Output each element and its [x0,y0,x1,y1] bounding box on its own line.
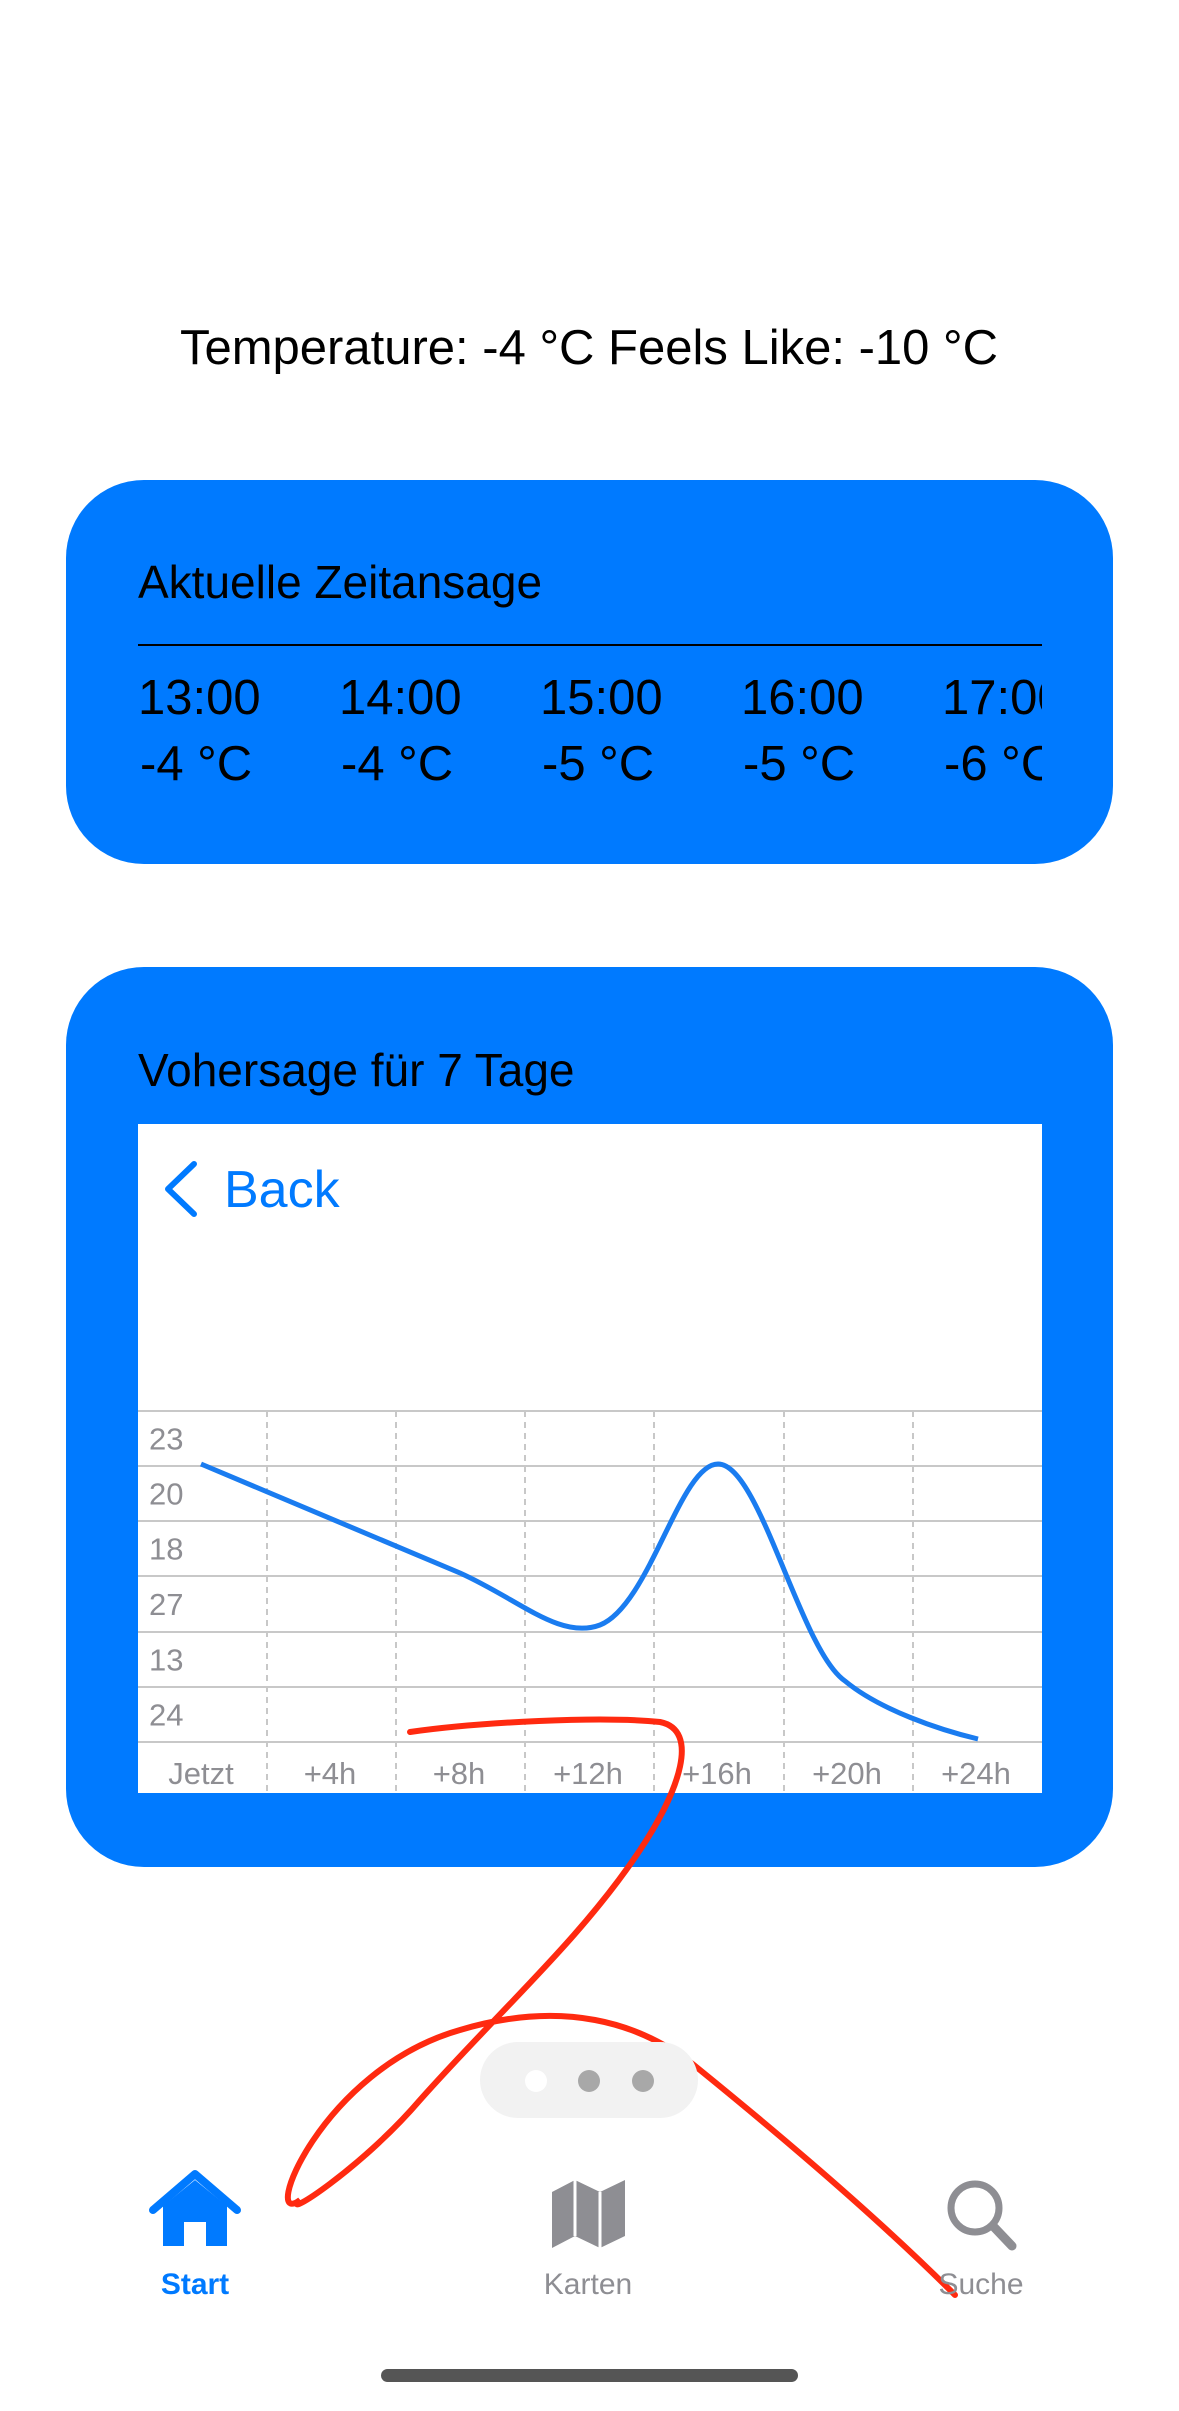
x-label: +24h [941,1756,1011,1791]
x-label: +8h [433,1756,486,1791]
hourly-title: Aktuelle Zeitansage [138,556,542,608]
hour-time: 14:00 [339,671,462,725]
tab-label[interactable]: Start [161,2268,229,2301]
x-label: +16h [682,1756,752,1791]
tab-label[interactable]: Karten [544,2268,632,2301]
x-label: Jetzt [168,1756,234,1791]
chart-panel [138,1124,1042,1793]
page-dot[interactable] [632,2070,654,2092]
hour-time: 15:00 [540,671,663,725]
page-dot[interactable] [578,2070,600,2092]
temperature-line: Temperature: -4 °C Feels Like: -10 °C [180,321,998,375]
y-label: 27 [149,1587,183,1622]
forecast-line [200,1461,979,1742]
page-dot[interactable] [525,2070,547,2092]
hourly-list: 13:00 -4 °C 14:00 -4 °C 15:00 -5 °C 16:00 -5 °C… [138,671,1065,791]
x-label: +12h [553,1756,623,1791]
hour-temp: -5 °C [542,737,654,791]
back-chevron[interactable] [165,1161,197,1217]
tab-start[interactable]: Start [149,2170,241,2301]
hour-temp: -6 °C [944,737,1056,791]
y-label: 24 [149,1698,183,1733]
y-label: 20 [149,1477,183,1512]
annotation-scribble [284,1716,958,2298]
hour-temp: -4 °C [140,737,252,791]
hour-temp: -5 °C [743,737,855,791]
chart-grid: 23 20 18 27 13 24 Jetzt +4h +8h +12h +16h +20h +24h [138,1410,1042,1793]
back-button[interactable]: Back [224,1161,341,1219]
tab-karten[interactable]: Karten [544,2180,632,2301]
hourly-card [66,480,1113,864]
hour-temp: -4 °C [341,737,453,791]
tab-suche[interactable]: Suche [938,2180,1024,2301]
x-label: +4h [304,1756,357,1791]
hour-time: 13:00 [138,671,261,725]
hour-time: 17:00 [942,671,1065,725]
forecast-title: Vohersage für 7 Tage [138,1044,574,1096]
x-label: +20h [812,1756,882,1791]
home-indicator [381,2369,798,2382]
y-label: 13 [149,1643,183,1678]
tab-label[interactable]: Suche [938,2268,1023,2301]
y-label: 18 [149,1532,183,1567]
hour-time: 16:00 [741,671,864,725]
y-label: 23 [149,1422,183,1457]
